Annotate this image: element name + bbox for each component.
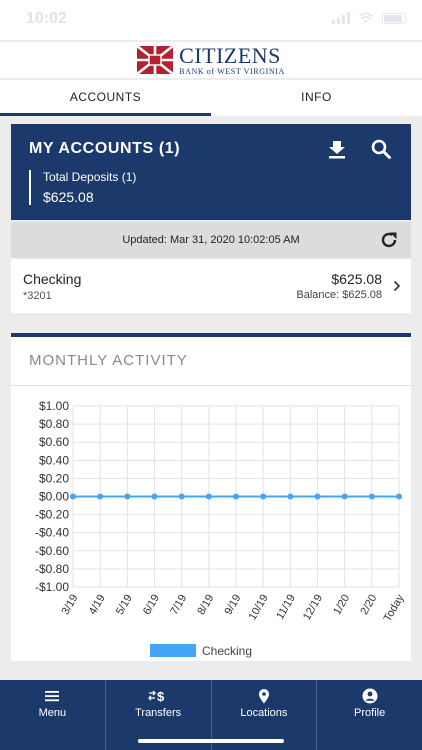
- account-number: *3201: [23, 290, 52, 302]
- nav-locations[interactable]: Locations: [210, 680, 317, 750]
- brand-flag-icon: [137, 46, 174, 74]
- bottom-nav: Menu $ Transfers Locations Profile: [0, 680, 422, 750]
- y-tick-label: $0.00: [39, 490, 69, 504]
- total-deposits-amount: $625.08: [43, 189, 94, 205]
- y-tick-label: -$1.00: [35, 580, 69, 594]
- nav-profile[interactable]: Profile: [316, 680, 422, 750]
- data-point: [205, 493, 212, 500]
- y-tick-label: $0.40: [39, 453, 69, 467]
- monthly-activity-panel: MONTHLY ACTIVITY $1.00 $0.80 $0.60 $0.40 $0.…: [11, 333, 411, 661]
- y-tick-label: $1.00: [39, 399, 69, 413]
- nav-menu[interactable]: Menu: [0, 680, 105, 750]
- legend-swatch: [150, 644, 196, 657]
- tab-bar: ACCOUNTS INFO: [0, 80, 422, 116]
- data-point: [260, 493, 267, 500]
- status-bar: 10:02: [0, 0, 422, 40]
- x-tick-label: 6/19: [141, 593, 162, 618]
- tab-accounts[interactable]: ACCOUNTS: [0, 80, 211, 116]
- signal-icon: [332, 12, 350, 24]
- legend-label: Checking: [202, 644, 252, 658]
- account-name: Checking: [23, 271, 82, 287]
- data-point: [97, 493, 104, 500]
- y-tick-label: -$0.40: [35, 526, 69, 540]
- total-deposits-summary[interactable]: Total Deposits (1) $625.08: [29, 170, 136, 205]
- brand-name: CITIZENS: [179, 42, 281, 68]
- account-row-checking[interactable]: Checking *3201 $625.08 Balance: $625.08: [11, 259, 411, 313]
- y-tick-label: $0.20: [39, 471, 69, 485]
- data-point: [124, 493, 131, 500]
- status-time: 10:02: [26, 10, 67, 27]
- brand-logo: CITIZENS BANK of WEST VIRGINIA: [0, 42, 422, 78]
- monthly-activity-title: MONTHLY ACTIVITY: [29, 352, 188, 369]
- accounts-title: MY ACCOUNTS (1): [29, 140, 181, 157]
- data-point: [233, 493, 239, 500]
- data-point: [151, 493, 158, 500]
- account-amount: $625.08: [331, 271, 382, 287]
- y-tick-label: -$0.60: [35, 544, 69, 558]
- brand-subtitle: BANK of WEST VIRGINIA: [179, 66, 285, 76]
- home-indicator: [138, 739, 284, 743]
- account-balance: Balance: $625.08: [296, 289, 382, 301]
- x-tick-label: 1/20: [331, 593, 352, 618]
- nav-locations-label: Locations: [240, 707, 288, 719]
- nav-menu-label: Menu: [38, 707, 67, 719]
- download-icon[interactable]: [326, 138, 348, 160]
- accounts-header: MY ACCOUNTS (1) Total Deposits (1) $625.…: [11, 124, 411, 220]
- data-point: [368, 493, 375, 500]
- data-point: [287, 493, 294, 500]
- x-tick-label: 9/19: [222, 593, 243, 618]
- data-point: [396, 493, 402, 500]
- data-point: [70, 493, 76, 500]
- x-tick-label: 10/19: [247, 593, 271, 623]
- wifi-icon: [358, 12, 374, 24]
- y-tick-label: $0.80: [39, 417, 69, 431]
- nav-transfers-label: Transfers: [135, 707, 182, 719]
- x-tick-label: 3/19: [59, 593, 80, 618]
- x-tick-label: Today: [382, 592, 407, 624]
- x-tick-label: 7/19: [168, 593, 189, 618]
- data-point: [178, 493, 185, 500]
- svg-text:$: $: [157, 689, 165, 704]
- data-point: [341, 493, 348, 500]
- refresh-icon[interactable]: [379, 230, 399, 250]
- tab-info[interactable]: INFO: [301, 90, 332, 104]
- search-icon[interactable]: [370, 138, 392, 160]
- updated-timestamp: Mar 31, 2020 10:02:05 AM: [170, 234, 300, 246]
- y-tick-label: -$0.20: [35, 508, 69, 522]
- profile-icon: [362, 688, 378, 704]
- x-tick-label: 5/19: [114, 593, 135, 618]
- menu-icon: [45, 691, 60, 702]
- monthly-activity-chart: $1.00 $0.80 $0.60 $0.40 $0.20 $0.00 -$0.20 -$0.…: [35, 399, 407, 658]
- divider: [11, 385, 411, 386]
- location-pin-icon: [258, 689, 269, 704]
- y-tick-label: -$0.80: [35, 562, 69, 576]
- status-icons: [332, 12, 406, 24]
- data-point: [314, 493, 321, 500]
- updated-bar: Updated: Mar 31, 2020 10:02:05 AM: [11, 222, 411, 258]
- transfers-icon: $: [148, 689, 165, 704]
- x-tick-label: 8/19: [195, 593, 216, 618]
- x-tick-label: 11/19: [274, 593, 298, 622]
- total-deposits-label: Total Deposits (1): [43, 170, 137, 184]
- nav-transfers[interactable]: $ Transfers: [104, 680, 211, 750]
- x-tick-label: 2/20: [358, 593, 379, 618]
- battery-icon: [382, 12, 406, 24]
- y-tick-label: $0.60: [39, 435, 69, 449]
- chevron-right-icon: [393, 280, 401, 292]
- updated-prefix: Updated:: [122, 234, 171, 246]
- x-tick-label: 4/19: [87, 593, 108, 618]
- updated-text: Updated: Mar 31, 2020 10:02:05 AM: [11, 234, 411, 246]
- nav-profile-label: Profile: [354, 707, 386, 719]
- x-tick-label: 12/19: [301, 593, 325, 623]
